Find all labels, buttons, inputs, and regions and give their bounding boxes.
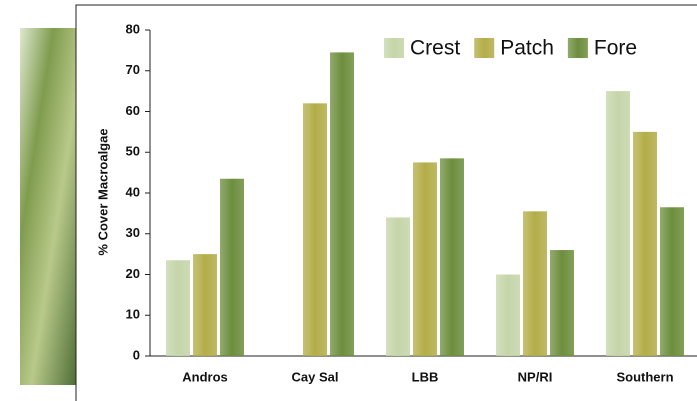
y-tick-label: 70 [126,62,140,77]
y-axis-label: % Cover Macroalgae [95,128,110,255]
x-tick-label: Cay Sal [292,369,339,384]
bar [303,103,327,356]
legend-label: Crest [410,37,460,60]
bar [606,91,630,356]
y-tick-label: 40 [126,184,140,199]
bar [330,52,354,356]
bar [660,207,684,356]
x-tick-label: LBB [412,369,439,384]
legend-swatch [567,38,588,58]
y-tick-label: 50 [126,144,140,159]
photo-strip [20,28,76,385]
legend-label: Patch [500,37,554,60]
y-tick-label: 20 [126,266,140,281]
y-tick-label: 0 [133,347,140,362]
bar [166,260,190,356]
legend-label: Fore [594,37,637,60]
x-tick-label: NP/RI [518,369,553,384]
bar [550,250,574,356]
bar [523,211,547,356]
y-tick-label: 80 [126,21,140,36]
y-tick-label: 30 [126,225,140,240]
legend-swatch [474,38,495,58]
bar [386,217,410,356]
bar [440,158,464,356]
bar [633,131,657,356]
y-tick-label: 10 [126,307,140,322]
y-tick-label: 60 [126,103,140,118]
bar [413,162,437,356]
x-tick-label: Andros [182,369,228,384]
bar [220,178,244,356]
x-tick-label: Southern [616,369,673,384]
bar [496,274,520,356]
legend-swatch [384,38,404,58]
bar [193,254,217,356]
